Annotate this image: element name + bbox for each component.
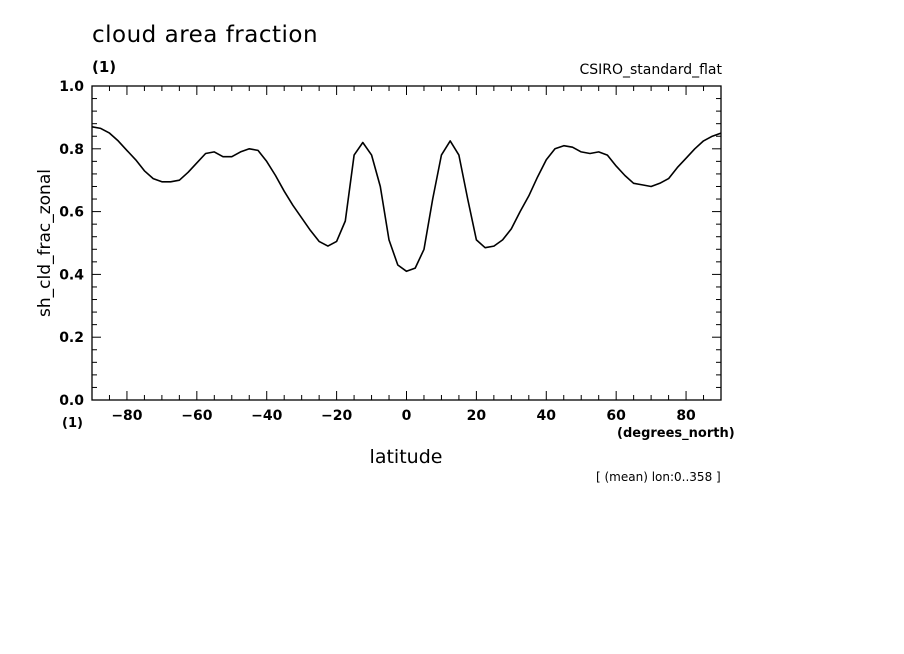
source-label: CSIRO_standard_flat xyxy=(579,62,722,78)
x-tick-label: 60 xyxy=(606,408,626,424)
x-tick-label: −60 xyxy=(181,408,212,424)
x-tick-label: −20 xyxy=(321,408,352,424)
y-tick-label: 0.6 xyxy=(59,205,84,221)
x-tick-label: −80 xyxy=(111,408,142,424)
y-axis-tick-labels: 0.0 0.2 0.4 0.6 0.8 1.0 xyxy=(59,79,84,409)
x-tick-label: 20 xyxy=(467,408,487,424)
x-tick-label: 0 xyxy=(402,408,412,424)
x-tick-label: 40 xyxy=(537,408,557,424)
x-axis-tick-labels: −80 −60 −40 −20 0 20 40 60 80 xyxy=(111,408,696,424)
x-axis-label: latitude xyxy=(369,446,443,468)
y-tick-label: 0.4 xyxy=(59,267,84,283)
y-tick-label: 0.0 xyxy=(59,393,84,409)
x-axis-ticks xyxy=(91,86,722,400)
averaging-note: [ (mean) lon:0..358 ] xyxy=(596,470,721,484)
y-tick-label: 0.8 xyxy=(59,142,84,158)
plot-frame xyxy=(91,85,722,401)
series-line xyxy=(91,126,722,273)
x-tick-label: 80 xyxy=(676,408,696,424)
x-axis-units: (degrees_north) xyxy=(617,426,735,441)
y-axis-ticks xyxy=(92,85,721,401)
y-axis-units: (1) xyxy=(62,416,83,431)
y-axis-label: sh_cld_frac_zonal xyxy=(35,169,55,317)
y-tick-label: 1.0 xyxy=(59,79,84,95)
x-tick-label: −40 xyxy=(251,408,282,424)
chart-title: cloud area fraction xyxy=(92,22,319,48)
y-tick-label: 0.2 xyxy=(59,330,84,346)
value-units: (1) xyxy=(92,58,117,76)
